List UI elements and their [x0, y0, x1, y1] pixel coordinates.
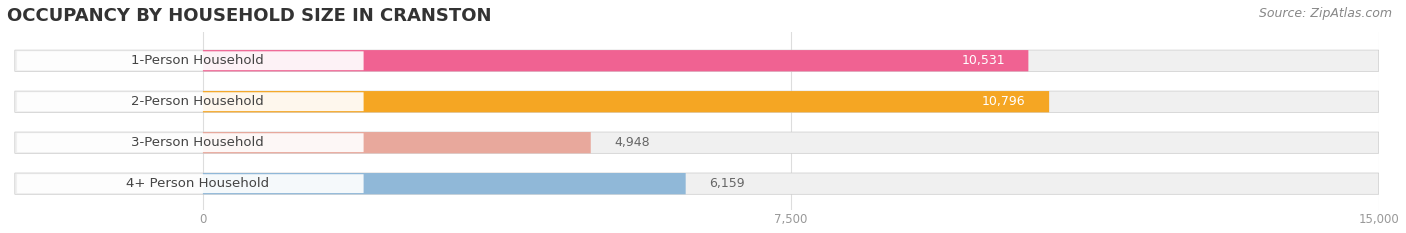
- Text: Source: ZipAtlas.com: Source: ZipAtlas.com: [1258, 7, 1392, 20]
- Text: OCCUPANCY BY HOUSEHOLD SIZE IN CRANSTON: OCCUPANCY BY HOUSEHOLD SIZE IN CRANSTON: [7, 7, 492, 25]
- FancyBboxPatch shape: [17, 174, 364, 193]
- Text: 4,948: 4,948: [614, 136, 650, 149]
- FancyBboxPatch shape: [15, 91, 1379, 112]
- FancyBboxPatch shape: [15, 50, 1379, 71]
- Text: 10,796: 10,796: [981, 95, 1025, 108]
- FancyBboxPatch shape: [202, 91, 1049, 112]
- FancyBboxPatch shape: [202, 173, 686, 194]
- Text: 10,531: 10,531: [962, 54, 1005, 67]
- Text: 4+ Person Household: 4+ Person Household: [125, 177, 269, 190]
- FancyBboxPatch shape: [202, 50, 1028, 71]
- FancyBboxPatch shape: [15, 132, 1379, 153]
- FancyBboxPatch shape: [17, 51, 364, 70]
- Text: 1-Person Household: 1-Person Household: [131, 54, 264, 67]
- FancyBboxPatch shape: [17, 92, 364, 111]
- Text: 2-Person Household: 2-Person Household: [131, 95, 264, 108]
- FancyBboxPatch shape: [202, 132, 591, 153]
- Text: 6,159: 6,159: [709, 177, 745, 190]
- Text: 3-Person Household: 3-Person Household: [131, 136, 264, 149]
- FancyBboxPatch shape: [17, 133, 364, 152]
- FancyBboxPatch shape: [15, 173, 1379, 194]
